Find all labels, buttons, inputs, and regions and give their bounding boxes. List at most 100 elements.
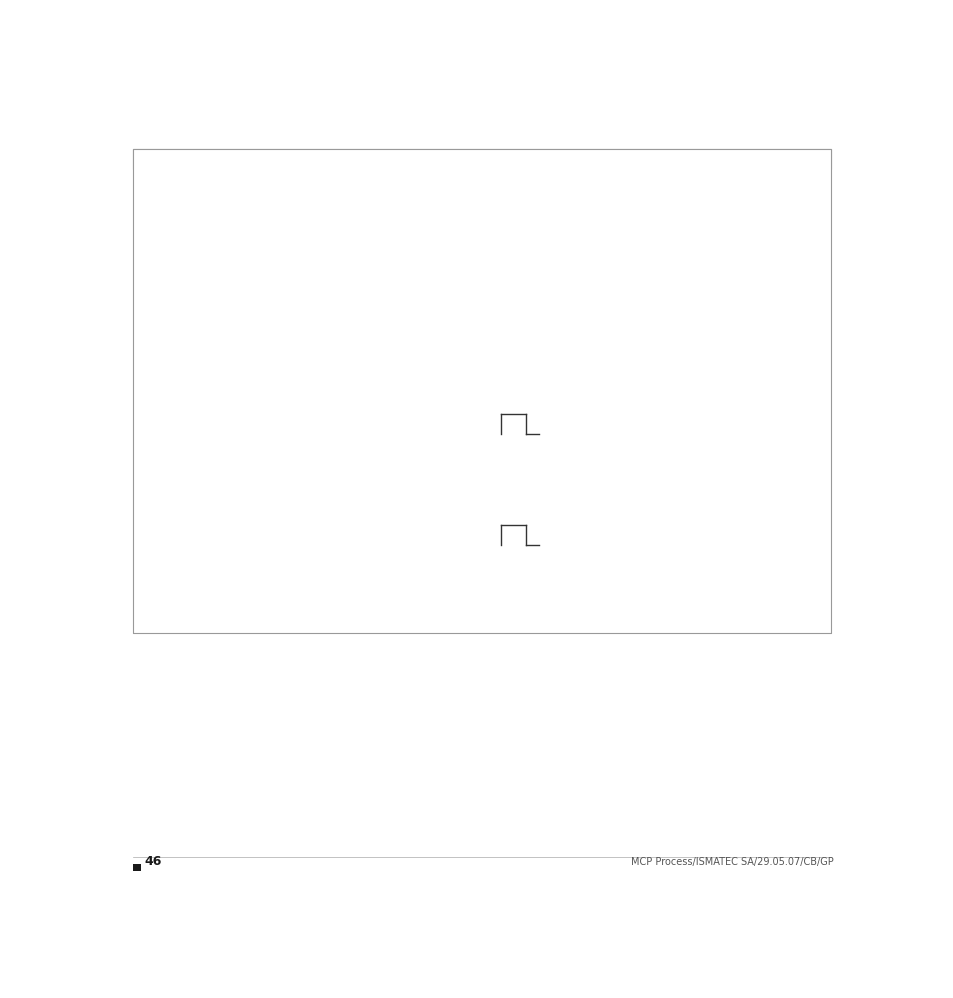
Text: Output 1; set pulse width (0000 – 0255) (PWM, 0150 ≈59 % on): Output 1; set pulse width (0000 – 0255) … [275, 455, 630, 465]
Bar [133, 239, 830, 250]
Text: Fußschalter (Pin 3) Eingang offen: –  Eingang auf Masse: +: Fußschalter (Pin 3) Eingang offen: – Ein… [275, 295, 602, 305]
Bar [133, 287, 830, 300]
Text: Function:: Function: [192, 492, 243, 502]
Bar [133, 203, 830, 216]
Bar [133, 149, 830, 633]
Text: –15 V: –15 V [529, 424, 554, 433]
Text: Set off output 2: Set off output 2 [275, 603, 363, 613]
Text: &: & [136, 478, 147, 491]
Bar [658, 599, 664, 606]
Bar [133, 216, 830, 226]
Text: Mise en route sortie universelle 2: Mise en route sortie universelle 2 [275, 542, 461, 552]
Text: C: C [136, 293, 145, 306]
Text: .: . [136, 220, 141, 233]
Text: Fonction / Description Exemple: Fonction / Description Exemple [192, 184, 397, 197]
Bar [133, 263, 830, 275]
Text: 0.5 s: 0.5 s [504, 514, 526, 523]
Bar [133, 863, 141, 871]
Bar [133, 571, 830, 583]
Text: 1X0125: 1X0125 [649, 554, 689, 564]
Text: Input:: Input: [192, 381, 224, 391]
Bar [658, 488, 664, 495]
Bar [133, 169, 830, 203]
Text: Ausgang 1 ausschalten: Ausgang 1 ausschalten [275, 480, 405, 490]
Text: *: * [736, 443, 741, 453]
Bar [133, 300, 830, 312]
Text: 0.5 s: 0.5 s [504, 403, 526, 412]
Bar [133, 546, 830, 559]
Text: Interrogation:: Interrogation: [192, 319, 268, 329]
Text: Switch on universal  output 2: Switch on universal output 2 [275, 529, 438, 539]
Text: Fonktion:: Fonktion: [192, 616, 243, 626]
Text: Antwort: Antwort [736, 164, 789, 177]
Text: Abfrage:: Abfrage: [192, 258, 239, 268]
Text: Fonktion:: Fonktion: [192, 430, 243, 440]
Text: Funktion:: Funktion: [192, 591, 243, 601]
Text: Set off output 1: Set off output 1 [275, 492, 363, 502]
Text: Mise hors service sortie 2: Mise hors service sortie 2 [275, 616, 417, 626]
Text: Output 2; set pulse width (0000 – 0255) (PWM, 0150 ≈59 % on): Output 2; set pulse width (0000 – 0255) … [275, 566, 631, 576]
Bar [133, 149, 830, 169]
Bar [133, 275, 830, 287]
Text: Pédale de commande réglage de base toggle: Pédale de commande réglage de base toggl… [275, 356, 528, 366]
Text: *: * [736, 332, 741, 342]
Text: Inquiry:: Inquiry: [192, 307, 233, 317]
Text: Funktion:: Funktion: [192, 517, 243, 527]
Text: Sortie 1; définir durée d’impulsion (0000 – 0255) (MLI, 0150≈59 % en circuit): Sortie 1; définir durée d’impulsion (000… [275, 467, 706, 477]
Text: 1,1: 1,1 [649, 222, 665, 232]
Text: Input 1 (pin 6) input open: –  input grounded: +: Input 1 (pin 6) input open: – input grou… [275, 234, 540, 244]
Bar [658, 303, 664, 310]
Text: Function:: Function: [192, 603, 243, 613]
Text: Foot switch (pin 3) input open: –  input grounded: +: Foot switch (pin 3) input open: – input … [275, 307, 564, 317]
Text: *: * [736, 517, 741, 527]
Text: 1Y: 1Y [649, 591, 661, 601]
Text: Function:: Function: [192, 418, 243, 428]
Text: 1Z0125: 1Z0125 [649, 443, 689, 453]
Bar [133, 226, 830, 239]
Text: 1C0000: 1C0000 [649, 332, 689, 342]
Text: X: X [136, 515, 145, 528]
Text: C0000: C0000 [136, 330, 177, 343]
Bar [133, 149, 830, 169]
Text: Saisie:: Saisie: [192, 393, 229, 403]
Bar [661, 230, 668, 237]
Text: Commande: Commande [136, 184, 210, 197]
Bar [658, 414, 664, 421]
Text: X————: X———— [136, 552, 193, 565]
Text: Befehl: Befehl [136, 164, 179, 177]
Text: Abfrage:: Abfrage: [192, 222, 239, 232]
Text: ,: , [136, 256, 141, 269]
Text: 26 V: 26 V [477, 406, 499, 416]
Text: Y: Y [136, 589, 145, 602]
Text: Eingang 2 (Pin 8) Eingang offen: –  Eingang auf Masse: +: Eingang 2 (Pin 8) Eingang offen: – Einga… [275, 258, 594, 268]
Bar [133, 460, 830, 472]
Text: MCP Process/ISMATEC SA/29.05.07/CB/GP: MCP Process/ISMATEC SA/29.05.07/CB/GP [630, 857, 833, 867]
Text: Z————: Z———— [136, 441, 192, 454]
Bar [133, 374, 830, 386]
Bar [133, 621, 830, 633]
Text: Foot switch basic settings toggle: Foot switch basic settings toggle [275, 344, 457, 354]
Bar [133, 522, 830, 534]
Text: 1,1: 1,1 [649, 258, 665, 268]
Text: Ein- und Ausgänge: Ein- und Ausgänge [192, 196, 315, 209]
Text: Eingabe:: Eingabe: [192, 554, 240, 564]
Bar [133, 411, 830, 423]
Text: Function:: Function: [192, 529, 243, 539]
Text: Mise en route sortie universelle 1: Mise en route sortie universelle 1 [275, 430, 461, 440]
Text: Beispiel: Beispiel [649, 164, 701, 177]
Text: Pédale de commande (pin 3) entrée ouverte: –  entrée sur masse: +: Pédale de commande (pin 3) entrée ouvert… [275, 319, 656, 329]
Text: –15 V: –15 V [529, 536, 554, 545]
Text: Input 2 (pin 8) input open: –  input grounded: +: Input 2 (pin 8) input open: – input grou… [275, 270, 540, 280]
Bar [674, 340, 681, 347]
Text: Command: Command [136, 174, 202, 187]
Text: 1Z: 1Z [649, 406, 662, 416]
Text: Z: Z [136, 404, 145, 417]
Text: eff: eff [541, 537, 551, 546]
Text: Interrogation:: Interrogation: [192, 282, 268, 292]
Text: Input:: Input: [192, 566, 224, 576]
Text: *: * [736, 591, 741, 601]
Text: Entrée 1 (pin 6) entrée ouverte: –  entrée sur masse: +: Entrée 1 (pin 6) entrée ouverte: – entré… [275, 246, 582, 255]
Text: Eingabe:: Eingabe: [192, 332, 240, 342]
Bar [133, 250, 830, 263]
Text: 1C0001: 1C0001 [649, 369, 689, 379]
